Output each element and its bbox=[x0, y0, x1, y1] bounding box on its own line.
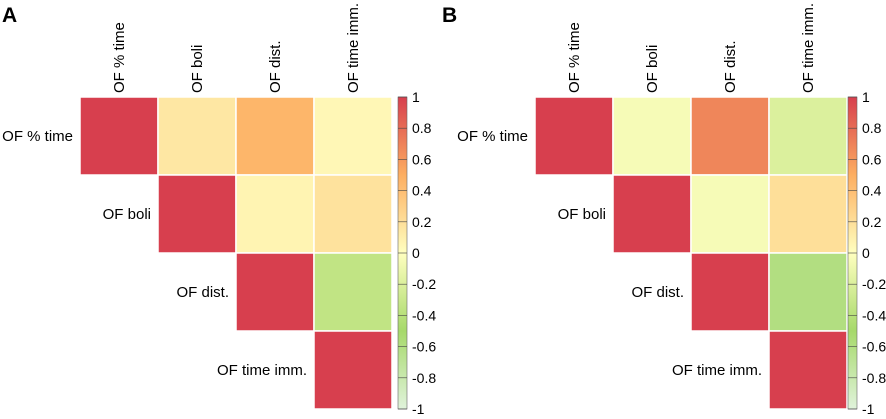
column-label-b-of-time-imm: OF time imm. bbox=[800, 3, 817, 93]
colorbar-tick-label-a-8: -0.6 bbox=[412, 339, 436, 355]
heatmap-cell-b-r1-c1 bbox=[612, 174, 692, 254]
row-label-a-of-boli: OF boli bbox=[103, 206, 151, 223]
heatmap-cell-b-r0-c0 bbox=[534, 96, 614, 176]
colorbar-tick-label-b-8: -0.6 bbox=[862, 339, 886, 355]
row-label-a-of-dist: OF dist. bbox=[176, 284, 229, 301]
heatmap-cell-a-r0-c0 bbox=[79, 96, 159, 176]
colorbar-tick-label-b-7: -0.4 bbox=[862, 307, 886, 323]
heatmap-cell-b-r3-c3 bbox=[768, 330, 848, 410]
column-label-a-of-dist: OF dist. bbox=[267, 40, 284, 93]
heatmap-cell-a-r0-c1 bbox=[157, 96, 237, 176]
column-label-b-of-boli: OF boli bbox=[644, 45, 661, 93]
column-label-a-of-time: OF % time bbox=[111, 22, 128, 93]
row-label-b-of-boli: OF boli bbox=[558, 206, 606, 223]
row-label-b-of-dist: OF dist. bbox=[631, 284, 684, 301]
heatmap-cell-b-r0-c1 bbox=[612, 96, 692, 176]
colorbar-tick-label-b-0: 1 bbox=[862, 89, 870, 105]
column-label-b-of-time: OF % time bbox=[566, 22, 583, 93]
column-label-a-of-boli: OF boli bbox=[189, 45, 206, 93]
heatmap-cell-a-r2-c2 bbox=[235, 252, 315, 332]
heatmap-cell-a-r0-c3 bbox=[313, 96, 393, 176]
panel-letter-a: A bbox=[2, 4, 17, 27]
colorbar-tick-label-b-10: -1 bbox=[862, 401, 875, 417]
column-label-a-of-time-imm: OF time imm. bbox=[345, 3, 362, 93]
panel-a: A OF % time OF boli OF dist. OF time imm. OF … bbox=[2, 3, 436, 417]
heatmap-cell-a-r1-c2 bbox=[235, 174, 315, 254]
colorbar-tick-label-a-10: -1 bbox=[412, 401, 425, 417]
colorbar-tick-label-b-6: -0.2 bbox=[862, 276, 886, 292]
heatmap-cell-a-r1-c1 bbox=[157, 174, 237, 254]
colorbar-tick-label-a-1: 0.8 bbox=[412, 120, 432, 136]
colorbar-tick-label-a-6: -0.2 bbox=[412, 276, 436, 292]
panel-letter-b: B bbox=[442, 4, 457, 27]
colorbar-tick-label-b-2: 0.6 bbox=[862, 151, 882, 167]
heatmap-cell-a-r0-c2 bbox=[235, 96, 315, 176]
colorbar-tick-label-a-3: 0.4 bbox=[412, 183, 432, 199]
colorbar-tick-label-a-0: 1 bbox=[412, 89, 420, 105]
colorbar-tick-label-a-7: -0.4 bbox=[412, 307, 436, 323]
colorbar-tick-label-b-9: -0.8 bbox=[862, 370, 886, 386]
row-label-a-of-time: OF % time bbox=[2, 128, 73, 145]
colorbar-tick-label-a-5: 0 bbox=[412, 245, 420, 261]
row-label-b-of-time: OF % time bbox=[457, 128, 528, 145]
colorbar-tick-label-a-4: 0.2 bbox=[412, 214, 432, 230]
heatmap-cell-a-r3-c3 bbox=[313, 330, 393, 410]
panel-b: B OF % time OF boli OF dist. OF time imm. OF … bbox=[442, 3, 886, 417]
colorbar-tick-label-a-2: 0.6 bbox=[412, 151, 432, 167]
colorbar-tick-label-a-9: -0.8 bbox=[412, 370, 436, 386]
row-label-a-of-time-imm: OF time imm. bbox=[217, 362, 307, 379]
heatmap-cell-a-r2-c3 bbox=[313, 252, 393, 332]
heatmap-cell-b-r0-c3 bbox=[768, 96, 848, 176]
heatmap-cell-b-r0-c2 bbox=[690, 96, 770, 176]
colorbar-tick-label-b-4: 0.2 bbox=[862, 214, 882, 230]
heatmap-cell-b-r2-c3 bbox=[768, 252, 848, 332]
heatmap-cell-a-r1-c3 bbox=[313, 174, 393, 254]
heatmap-cell-b-r1-c2 bbox=[690, 174, 770, 254]
heatmap-cell-b-r1-c3 bbox=[768, 174, 848, 254]
heatmap-cell-b-r2-c2 bbox=[690, 252, 770, 332]
colorbar-tick-label-b-1: 0.8 bbox=[862, 120, 882, 136]
colorbar-tick-label-b-5: 0 bbox=[862, 245, 870, 261]
colorbar-tick-label-b-3: 0.4 bbox=[862, 183, 882, 199]
row-label-b-of-time-imm: OF time imm. bbox=[672, 362, 762, 379]
column-label-b-of-dist: OF dist. bbox=[722, 40, 739, 93]
